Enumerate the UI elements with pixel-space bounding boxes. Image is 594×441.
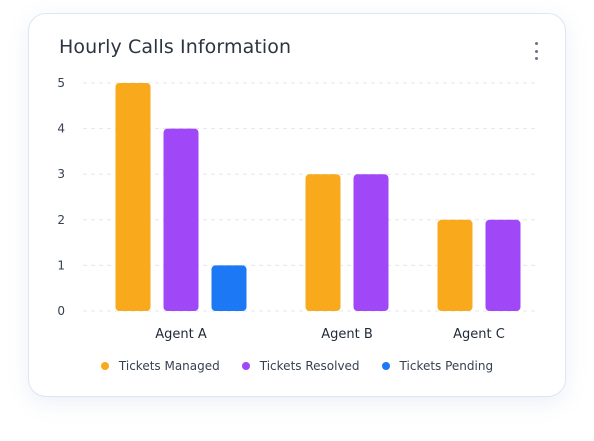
chart-legend: Tickets Managed Tickets Resolved Tickets… <box>29 359 565 373</box>
x-tick-label: Agent A <box>155 327 207 342</box>
card-title: Hourly Calls Information <box>59 36 292 58</box>
y-tick-label: 3 <box>57 167 65 181</box>
kebab-dot <box>534 49 538 53</box>
legend-item-tickets-managed[interactable]: Tickets Managed <box>100 359 220 373</box>
legend-label-tickets-managed: Tickets Managed <box>118 359 220 373</box>
vertical-ellipsis-icon[interactable] <box>531 42 541 60</box>
y-tick-label: 5 <box>57 76 65 90</box>
y-tick-label: 4 <box>57 122 65 136</box>
bar-tickets-managed <box>115 83 151 311</box>
bar-tickets-pending <box>211 265 247 311</box>
bar-tickets-managed <box>437 219 473 311</box>
y-tick-label: 0 <box>57 304 65 318</box>
legend-item-tickets-pending[interactable]: Tickets Pending <box>381 359 494 373</box>
legend-item-tickets-resolved[interactable]: Tickets Resolved <box>241 359 360 373</box>
bar-tickets-managed <box>305 174 341 311</box>
kebab-dot <box>534 57 538 60</box>
bar-tickets-resolved <box>163 128 199 311</box>
bar-tickets-resolved <box>485 219 521 311</box>
x-tick-label: Agent B <box>321 327 373 342</box>
bar-chart: 0 1 2 3 4 5 Agent A Agent B Agent C <box>57 76 537 342</box>
y-tick-label: 2 <box>57 213 65 227</box>
y-tick-label: 1 <box>57 258 65 272</box>
x-tick-label: Agent C <box>453 327 505 342</box>
chart-card: Hourly Calls Information 0 1 2 3 4 5 Agent A Ag… <box>28 13 566 397</box>
legend-dot-tickets-managed <box>100 362 109 370</box>
legend-label-tickets-pending: Tickets Pending <box>399 359 494 373</box>
kebab-dot <box>534 42 538 45</box>
legend-label-tickets-resolved: Tickets Resolved <box>259 359 360 373</box>
bar-tickets-resolved <box>353 174 389 311</box>
legend-dot-tickets-pending <box>381 362 390 370</box>
legend-dot-tickets-resolved <box>241 362 250 370</box>
